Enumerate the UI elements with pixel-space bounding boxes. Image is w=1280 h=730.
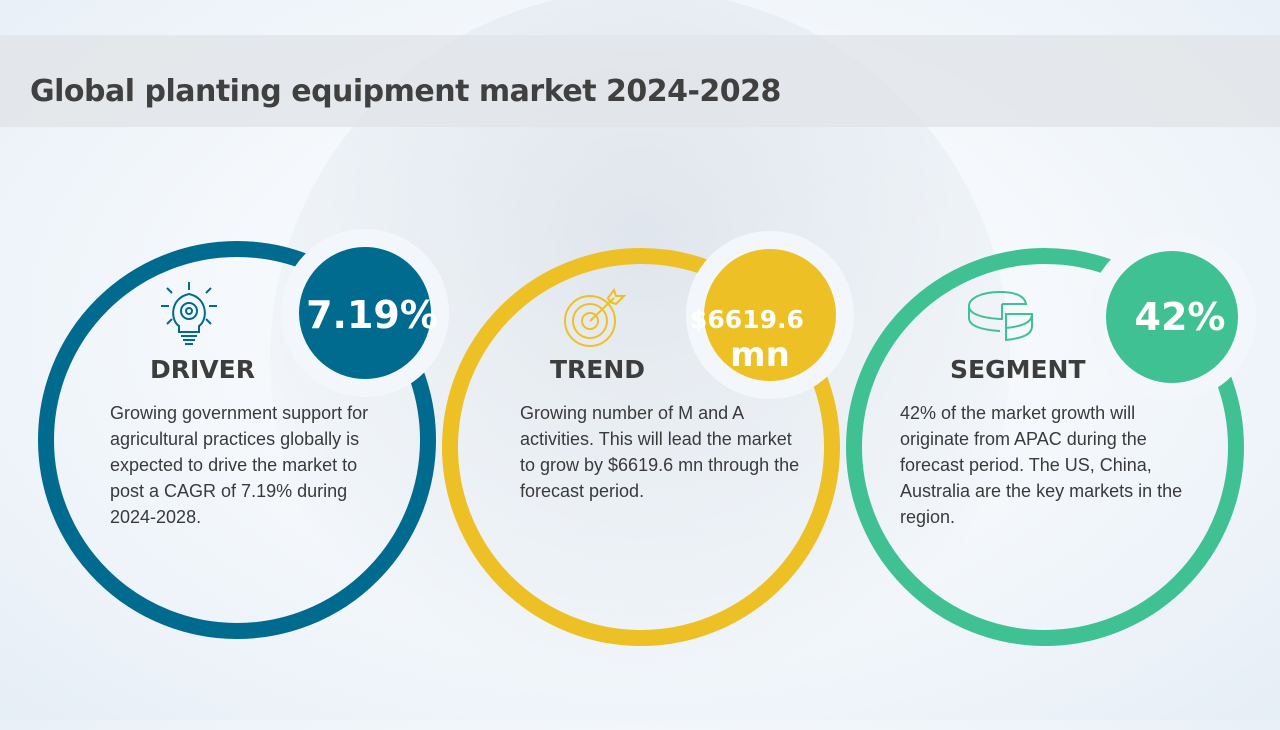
driver-badge-circle — [281, 229, 449, 397]
trend-badge-value: $6619.6 — [690, 305, 804, 334]
trend-ring — [442, 248, 840, 646]
segment-ring — [846, 248, 1244, 646]
driver-ring — [38, 241, 436, 639]
trend-text: Growing number of M and A activities. Th… — [520, 403, 800, 501]
driver-text: Growing government support for agricultu… — [110, 403, 369, 527]
trend-badge-unit: mn — [730, 335, 790, 375]
target-arrow-icon — [564, 288, 627, 347]
lightbulb-gear-icon — [161, 282, 217, 345]
segment-text: 42% of the market growth will originate … — [900, 403, 1183, 527]
driver-heading: DRIVER — [150, 355, 255, 384]
trend-heading: TREND — [550, 355, 646, 384]
header-band — [0, 35, 1280, 127]
driver-badge-value: 7.19% — [306, 293, 438, 337]
page-title: Global planting equipment market 2024-20… — [30, 74, 781, 109]
pie-chart-icon — [968, 290, 1033, 342]
trend-badge-circle — [686, 231, 854, 399]
segment-badge-value: 42% — [1134, 295, 1226, 339]
segment-heading: SEGMENT — [950, 355, 1086, 384]
segment-badge-circle — [1088, 233, 1256, 401]
